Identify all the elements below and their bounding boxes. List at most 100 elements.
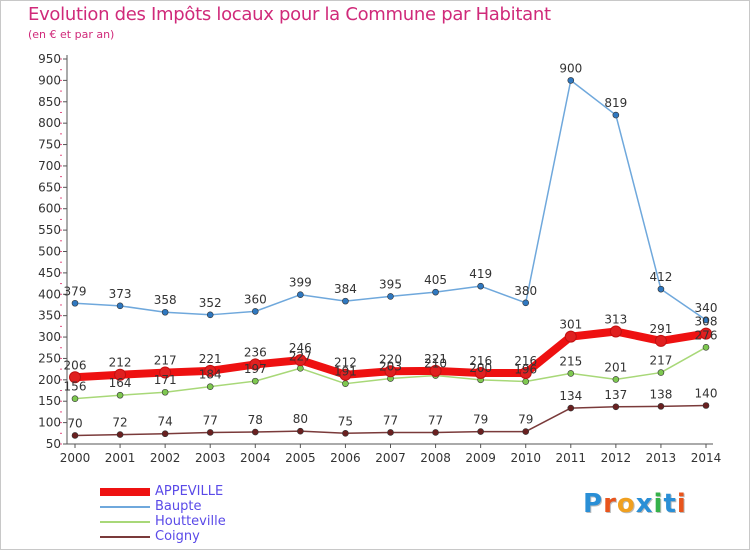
data-label: 70 <box>67 416 82 430</box>
data-point <box>69 371 81 384</box>
data-point <box>567 404 575 412</box>
data-label: 399 <box>289 276 312 290</box>
y-tick-label: 850 <box>38 95 61 109</box>
y-tick-label: 400 <box>38 287 61 301</box>
data-point <box>564 330 577 343</box>
data-point <box>249 358 262 371</box>
y-tick-label: 700 <box>38 159 61 173</box>
data-label: 373 <box>109 287 132 301</box>
data-point <box>71 432 79 439</box>
x-tick-label: 2012 <box>601 451 632 465</box>
y-tick-label: 250 <box>38 351 61 365</box>
data-point <box>206 383 214 390</box>
data-label: 246 <box>289 341 312 355</box>
x-tick-label: 2011 <box>556 451 587 465</box>
data-point <box>116 431 124 438</box>
data-label: 72 <box>112 416 127 430</box>
x-tick-label: 2003 <box>195 451 226 465</box>
data-point <box>342 380 349 387</box>
y-tick-label: 300 <box>38 330 61 344</box>
x-tick-label: 2010 <box>510 451 541 465</box>
data-label: 212 <box>109 356 132 370</box>
legend-label: Coigny <box>155 529 200 544</box>
chart-title: Evolution des Impôts locaux pour la Comm… <box>28 4 551 25</box>
data-point <box>702 316 710 324</box>
y-tick-label: 200 <box>38 373 61 387</box>
x-tick-label: 2002 <box>150 451 181 465</box>
data-point <box>387 293 394 300</box>
data-label: 405 <box>424 273 447 287</box>
data-point <box>114 368 127 381</box>
data-point <box>297 291 304 299</box>
data-point <box>477 282 484 290</box>
logo-letter: t <box>663 489 677 519</box>
data-point <box>71 395 79 402</box>
data-point <box>522 428 530 435</box>
data-label: 77 <box>203 413 218 427</box>
x-tick-label: 2001 <box>105 451 136 465</box>
x-tick-label: 2013 <box>646 451 677 465</box>
x-tick-label: 2009 <box>465 451 496 465</box>
legend-item: Coigny <box>100 529 300 544</box>
data-label: 210 <box>424 357 447 371</box>
data-label: 140 <box>695 387 718 401</box>
data-label: 352 <box>199 296 222 310</box>
data-point <box>161 388 169 396</box>
legend-label: Houtteville <box>155 514 226 529</box>
logo-letter: o <box>616 489 636 519</box>
data-label: 313 <box>604 312 627 326</box>
logo-letter: i <box>676 489 687 519</box>
data-label: 137 <box>604 388 627 402</box>
y-tick-label: 950 <box>38 52 61 66</box>
data-label: 819 <box>604 96 627 110</box>
data-label: 291 <box>649 322 672 336</box>
legend-label: Baupte <box>155 499 202 514</box>
y-tick-label: 100 <box>38 416 61 430</box>
legend-item: Baupte <box>100 499 300 514</box>
data-label: 74 <box>158 415 173 429</box>
y-tick-label: 600 <box>38 202 61 216</box>
logo-letter: x <box>635 489 654 519</box>
data-label: 419 <box>469 267 492 281</box>
y-tick-label: 900 <box>38 73 61 87</box>
data-label: 77 <box>428 413 443 427</box>
chart-subtitle: (en € et par an) <box>28 28 115 41</box>
data-point <box>384 365 397 378</box>
data-point <box>251 308 259 315</box>
data-label: 340 <box>695 301 718 315</box>
data-point <box>612 111 620 119</box>
x-tick-label: 2004 <box>240 451 271 465</box>
data-label: 184 <box>199 368 222 382</box>
data-label: 215 <box>559 354 582 368</box>
data-point <box>297 427 304 435</box>
data-point <box>702 344 710 351</box>
data-point <box>161 308 169 316</box>
data-point <box>702 402 710 409</box>
x-tick-label: 2006 <box>330 451 361 465</box>
data-label: 217 <box>154 354 177 368</box>
data-label: 308 <box>695 315 718 329</box>
data-label: 197 <box>244 362 267 376</box>
data-label: 379 <box>64 284 87 298</box>
data-label: 138 <box>649 387 672 401</box>
data-point <box>657 285 665 293</box>
data-label: 412 <box>649 270 672 284</box>
data-label: 164 <box>109 376 132 390</box>
data-label: 201 <box>604 360 627 374</box>
data-point <box>251 428 259 436</box>
data-point <box>522 378 530 385</box>
data-label: 196 <box>514 363 537 377</box>
data-label: 900 <box>559 61 582 75</box>
legend-swatch <box>100 506 150 508</box>
data-point <box>206 311 214 319</box>
data-label: 200 <box>469 361 492 375</box>
data-label: 79 <box>518 413 533 427</box>
data-label: 358 <box>154 293 177 307</box>
y-tick-label: 650 <box>38 180 61 194</box>
data-label: 78 <box>248 413 263 427</box>
data-point <box>700 327 712 340</box>
data-point <box>342 430 349 437</box>
logo-letter: P <box>583 489 604 519</box>
data-point <box>429 364 442 377</box>
